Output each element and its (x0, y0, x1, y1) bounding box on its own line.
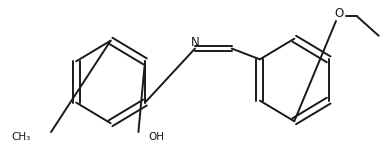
Text: CH₃: CH₃ (11, 132, 30, 142)
Text: N: N (191, 36, 199, 49)
Text: OH: OH (148, 132, 164, 142)
Text: O: O (334, 7, 344, 20)
